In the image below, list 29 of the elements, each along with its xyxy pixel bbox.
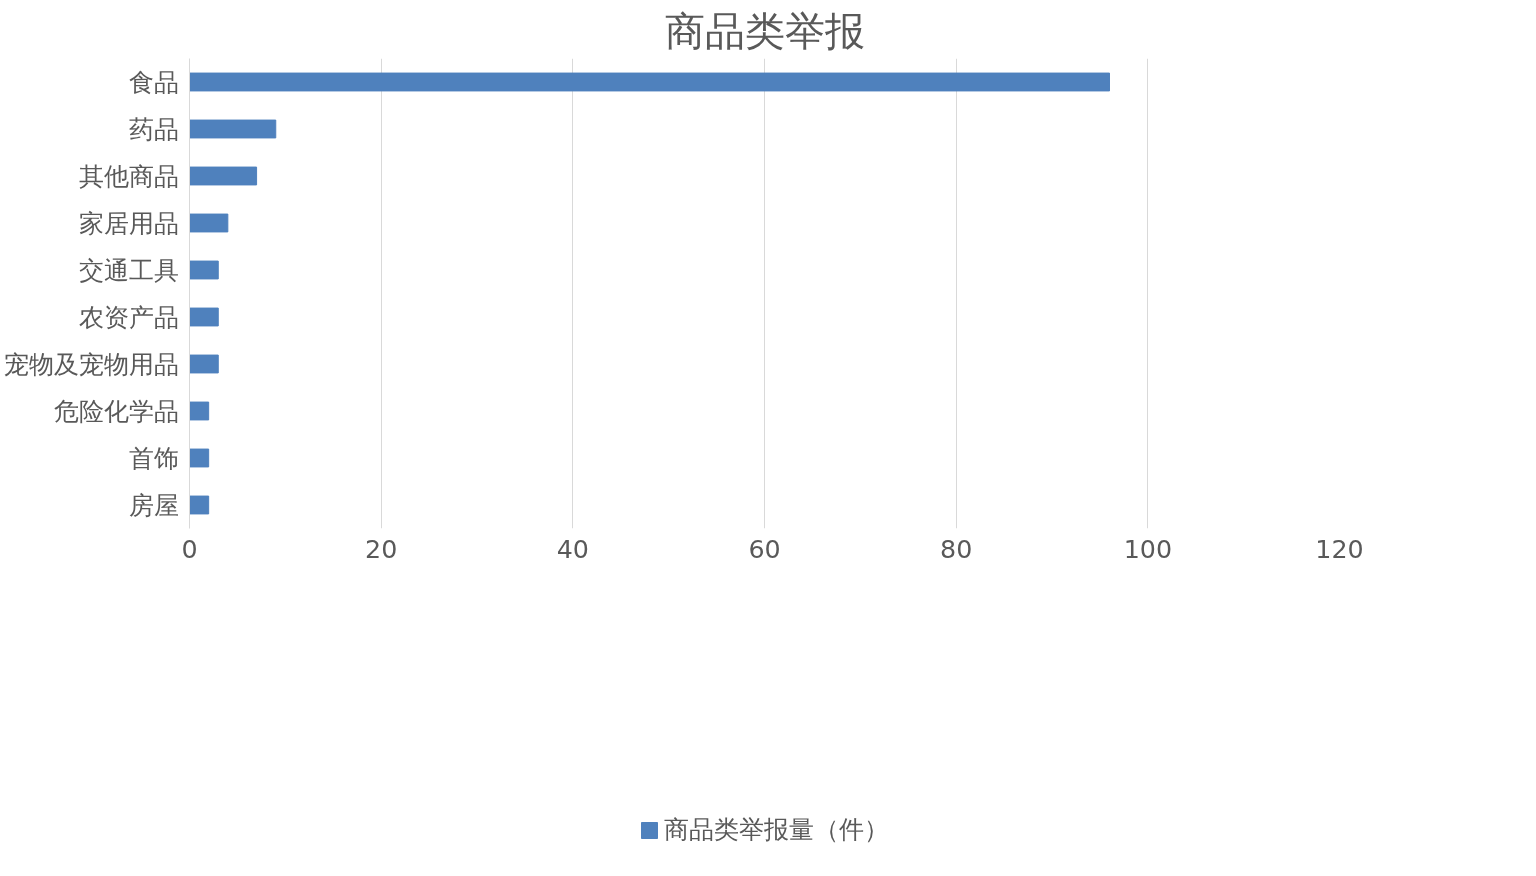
bar <box>189 260 219 280</box>
x-tick-label: 60 <box>748 533 781 564</box>
bar <box>189 448 210 468</box>
x-tick-label: 120 <box>1315 533 1364 564</box>
y-tick-label: 家居用品 <box>78 208 179 238</box>
y-tick-label: 房屋 <box>128 490 179 520</box>
y-tick-label: 食品 <box>128 67 179 97</box>
legend-label: 商品类举报量（件） <box>664 813 889 846</box>
x-tick-label: 20 <box>365 533 398 564</box>
bar <box>189 213 229 233</box>
bar <box>189 307 219 327</box>
x-tick-label: 40 <box>556 533 589 564</box>
bar <box>189 354 219 374</box>
y-tick-label: 药品 <box>128 114 179 144</box>
bar <box>189 166 258 186</box>
y-tick-label: 首饰 <box>128 443 179 473</box>
x-tick-label: 100 <box>1123 533 1173 564</box>
y-tick-label: 农资产品 <box>78 302 179 332</box>
bar <box>189 401 210 421</box>
y-tick-label: 宠物及宠物用品 <box>3 349 179 379</box>
y-tick-label: 其他商品 <box>78 161 179 191</box>
x-tick-label: 0 <box>181 533 198 564</box>
y-tick-label: 危险化学品 <box>53 396 179 426</box>
y-tick-label: 交通工具 <box>78 255 179 285</box>
bar <box>189 119 277 139</box>
chart-title: 商品类举报 <box>664 7 865 54</box>
bar <box>189 495 210 515</box>
x-tick-label: 80 <box>940 533 973 564</box>
bar <box>189 72 1110 92</box>
